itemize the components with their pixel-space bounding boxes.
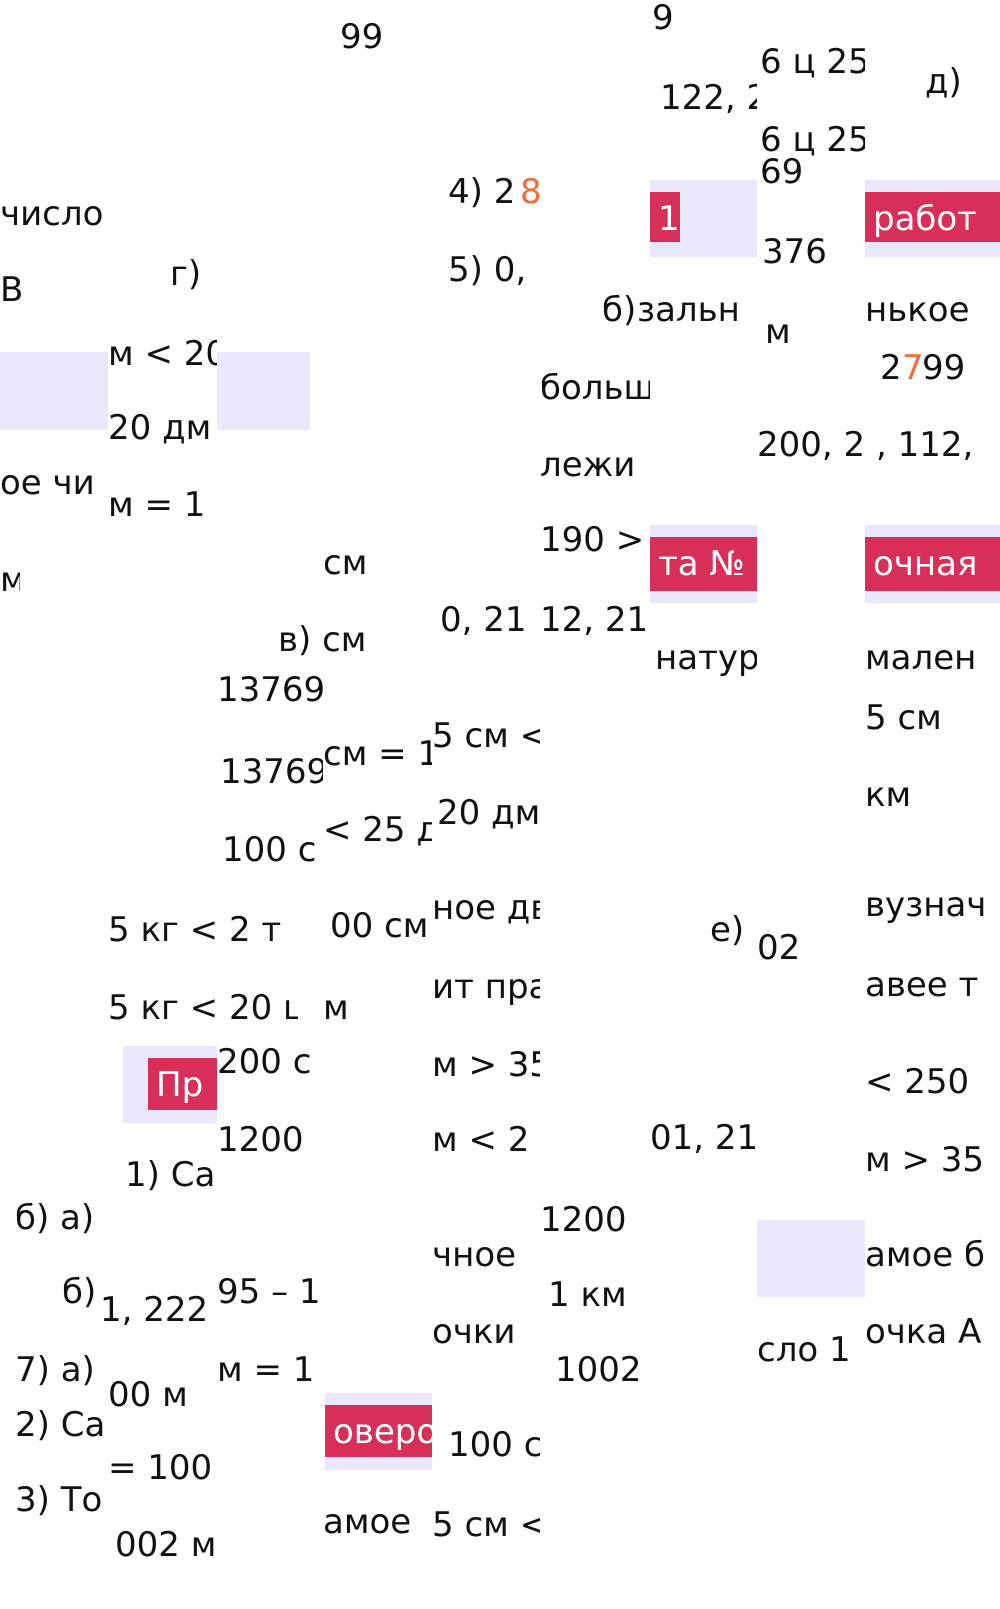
text-fragment: очка А xyxy=(865,1312,982,1352)
text-fragment: 7 xyxy=(902,348,922,388)
text-fragment: зальн xyxy=(637,290,740,330)
text-fragment: 3) То xyxy=(15,1480,103,1520)
label-badge: та № xyxy=(650,537,757,591)
text-fragment: 02 xyxy=(757,928,801,968)
text-fragment: сло 1 xyxy=(757,1330,851,1370)
text-fragment: амое xyxy=(323,1502,412,1542)
text-fragment: м xyxy=(323,988,349,1028)
text-fragment: 1) Са xyxy=(125,1155,216,1195)
text-fragment: 4) 2 xyxy=(448,172,516,212)
text-fragment: б) xyxy=(62,1272,97,1312)
text-fragment: < 25 д xyxy=(323,810,432,850)
text-fragment: ое чи xyxy=(0,463,95,503)
text-fragment: 99 xyxy=(340,17,384,57)
text-fragment: 0, 21 xyxy=(440,600,527,640)
text-fragment: лежи xyxy=(540,445,636,485)
text-fragment: = 100 xyxy=(108,1448,213,1488)
text-fragment: ит пра xyxy=(432,967,540,1007)
text-fragment: 5 см xyxy=(865,698,942,738)
text-fragment: м xyxy=(765,312,791,352)
text-fragment: число xyxy=(0,194,104,234)
text-fragment: 69 xyxy=(760,152,804,192)
text-fragment: б) а) xyxy=(15,1198,95,1238)
text-fragment: 00 см xyxy=(330,906,429,946)
label-badge: оверо xyxy=(325,1405,432,1457)
text-fragment: 190 > xyxy=(540,520,645,560)
text-fragment: 1200 xyxy=(540,1200,627,1240)
text-fragment: чное xyxy=(432,1235,517,1275)
text-fragment: 9 xyxy=(652,0,674,38)
text-fragment: 122, 2 xyxy=(660,78,757,118)
panel xyxy=(217,352,310,430)
text-fragment: 200 с xyxy=(217,1042,312,1082)
text-fragment: м > 35 xyxy=(865,1140,985,1180)
text-fragment: 5 см < xyxy=(432,1505,540,1545)
text-fragment: 1002 xyxy=(555,1350,642,1390)
text-fragment: м > 35 xyxy=(432,1045,540,1085)
text-fragment: 5 см < xyxy=(432,716,540,756)
text-fragment: 13769 xyxy=(220,752,323,792)
text-fragment: 1200 xyxy=(217,1120,304,1160)
text-fragment: < 250 xyxy=(865,1062,970,1102)
text-fragment: 5 кг < 2 т xyxy=(108,910,282,950)
text-fragment: 00 м xyxy=(108,1375,188,1415)
label-badge: работ xyxy=(865,192,1000,242)
text-fragment: вузнач xyxy=(865,885,987,925)
text-fragment: 1, 222 xyxy=(100,1290,209,1330)
text-fragment: больш xyxy=(540,368,650,408)
text-fragment: м = 1 xyxy=(217,1350,315,1390)
text-fragment: 20 дм xyxy=(437,793,540,833)
text-fragment: б) xyxy=(602,290,637,330)
text-fragment: натур xyxy=(655,638,757,678)
text-fragment: м < 20 xyxy=(108,334,217,374)
text-fragment: 200, 2 , 112, xyxy=(757,425,974,465)
text-fragment: 6 ц 25 xyxy=(760,120,865,160)
text-fragment: мален xyxy=(865,638,977,678)
label-badge: Пр xyxy=(148,1058,217,1110)
text-fragment: 7) а) xyxy=(15,1350,95,1390)
text-fragment: см = 1 xyxy=(323,734,432,774)
text-fragment: 002 м xyxy=(115,1525,217,1565)
text-fragment: 20 дм xyxy=(108,408,212,448)
text-fragment: 100 с xyxy=(448,1425,540,1465)
panel xyxy=(757,1220,865,1297)
text-fragment: м xyxy=(0,560,20,600)
text-fragment: 12, 21 xyxy=(540,600,649,640)
label-badge: 1 xyxy=(650,192,680,242)
panel xyxy=(0,352,108,430)
text-fragment: нькое xyxy=(865,290,970,330)
text-fragment: м = 1 xyxy=(108,485,206,525)
text-fragment: д) xyxy=(925,62,962,102)
text-fragment: амое б xyxy=(865,1235,985,1275)
text-fragment: в) см xyxy=(278,620,367,660)
text-fragment: очки xyxy=(432,1312,516,1352)
text-fragment: В xyxy=(0,270,24,310)
text-fragment: см xyxy=(323,543,368,583)
text-fragment: м < 2 xyxy=(432,1120,530,1160)
text-fragment: 8 xyxy=(520,172,540,212)
text-fragment: авее т xyxy=(865,965,979,1005)
label-badge: очная xyxy=(865,537,1000,591)
text-fragment: 6 ц 25 xyxy=(760,42,865,82)
text-fragment: ное дв xyxy=(432,888,540,928)
text-fragment: 95 – 1 xyxy=(217,1272,321,1312)
text-fragment: 100 с xyxy=(222,830,317,870)
text-fragment: 2 xyxy=(880,348,902,388)
text-fragment: км xyxy=(865,775,912,815)
text-fragment: 01, 21 xyxy=(650,1118,757,1158)
text-fragment: 2) Са xyxy=(15,1405,106,1445)
text-fragment: г) xyxy=(170,254,202,294)
text-fragment: 1 км xyxy=(548,1275,627,1315)
text-fragment: 376 xyxy=(762,232,827,272)
text-fragment: 5) 0, xyxy=(448,250,527,290)
text-fragment: 13769 xyxy=(217,670,323,710)
text-fragment: е) xyxy=(710,910,745,950)
text-fragment: 99 xyxy=(922,348,966,388)
text-fragment: 5 кг < 20 ц xyxy=(108,988,298,1028)
